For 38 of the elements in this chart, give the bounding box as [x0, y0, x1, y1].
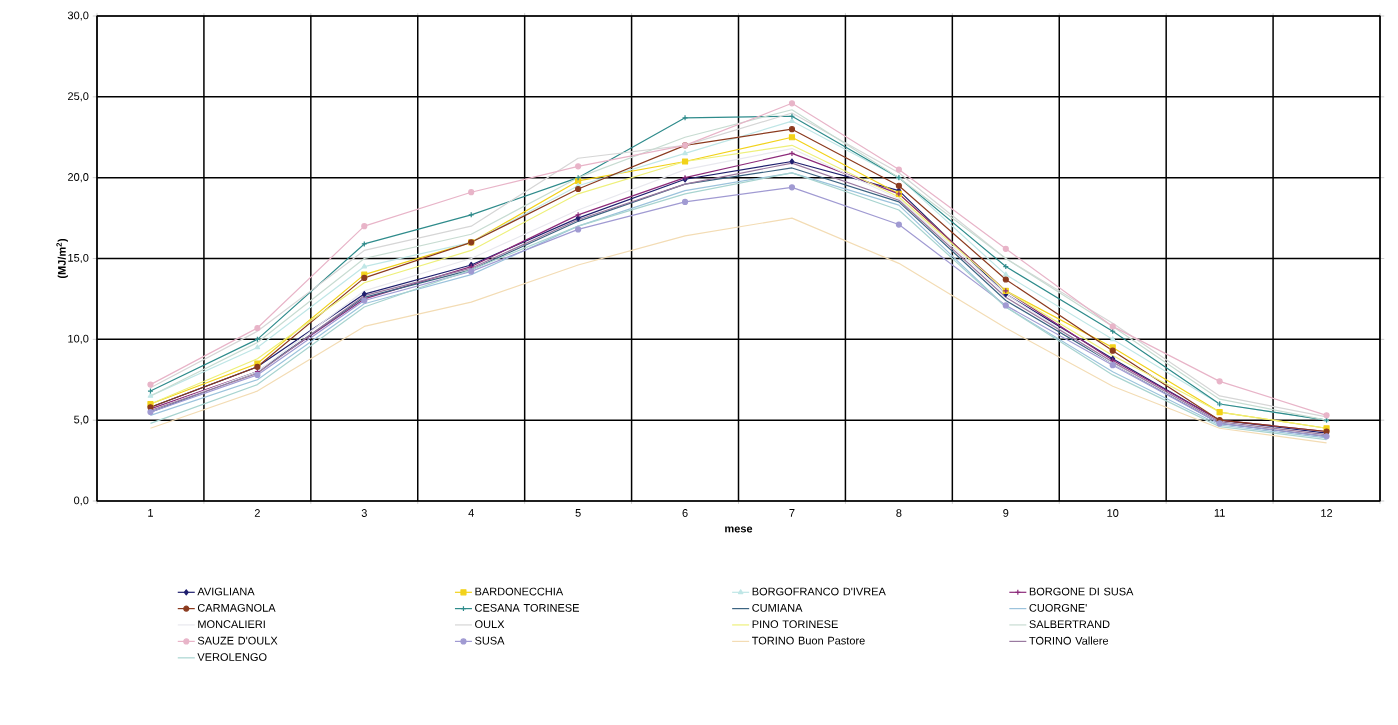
x-tick-label: 5: [575, 509, 581, 517]
legend-label: PINO TORINESE: [752, 620, 838, 629]
x-tick-label: 10: [1107, 509, 1119, 517]
legend-label: SAUZE D'OULX: [197, 636, 278, 645]
x-tick-label: 4: [468, 509, 474, 517]
legend-label: BARDONECCHIA: [475, 587, 564, 596]
y-tick-label: 0,0: [74, 496, 89, 506]
x-tick-label: 12: [1321, 509, 1333, 517]
x-tick-label: 7: [789, 509, 795, 517]
y-tick-label: 30,0: [67, 11, 89, 21]
legend-label: SALBERTRAND: [1029, 620, 1110, 629]
y-axis-title: (MJ/m$^{2}$): [56, 238, 68, 279]
legend-label: VEROLENGO: [197, 653, 267, 661]
legend-label: TORINO Buon Pastore: [751, 636, 865, 645]
legend-label: OULX: [475, 620, 505, 629]
y-tick-label: 25,0: [68, 92, 89, 102]
y-tick-label: 15,0: [68, 253, 89, 264]
y-tick-label: 10,0: [68, 334, 89, 344]
x-tick-label: 6: [682, 509, 688, 517]
x-tick-label: 1: [148, 509, 153, 517]
legend-label: CUMIANA: [752, 603, 803, 612]
legend-label: AVIGLIANA: [197, 587, 255, 596]
y-tick-label: 5,0: [74, 415, 89, 425]
legend-label: MONCALIERI: [198, 620, 265, 629]
legend-label: CESANA TORINESE: [475, 603, 580, 612]
legend-label: TORINO Vallere: [1029, 636, 1109, 645]
y-tick-label: 20,0: [68, 173, 89, 183]
legend-label: SUSA: [475, 636, 505, 645]
x-tick-label: 8: [896, 509, 902, 517]
x-tick-label: 11: [1214, 509, 1225, 517]
legend-label: CARMAGNOLA: [197, 603, 276, 612]
x-tick-label: 2: [254, 509, 260, 517]
x-axis-title: mese: [725, 526, 753, 533]
x-tick-label: 3: [361, 509, 367, 517]
legend-label: CUORGNE': [1029, 603, 1087, 612]
legend-label: BORGOFRANCO D'IVREA: [752, 587, 886, 596]
legend-label: BORGONE DI SUSA: [1029, 587, 1134, 596]
x-tick-label: 9: [1003, 509, 1009, 517]
